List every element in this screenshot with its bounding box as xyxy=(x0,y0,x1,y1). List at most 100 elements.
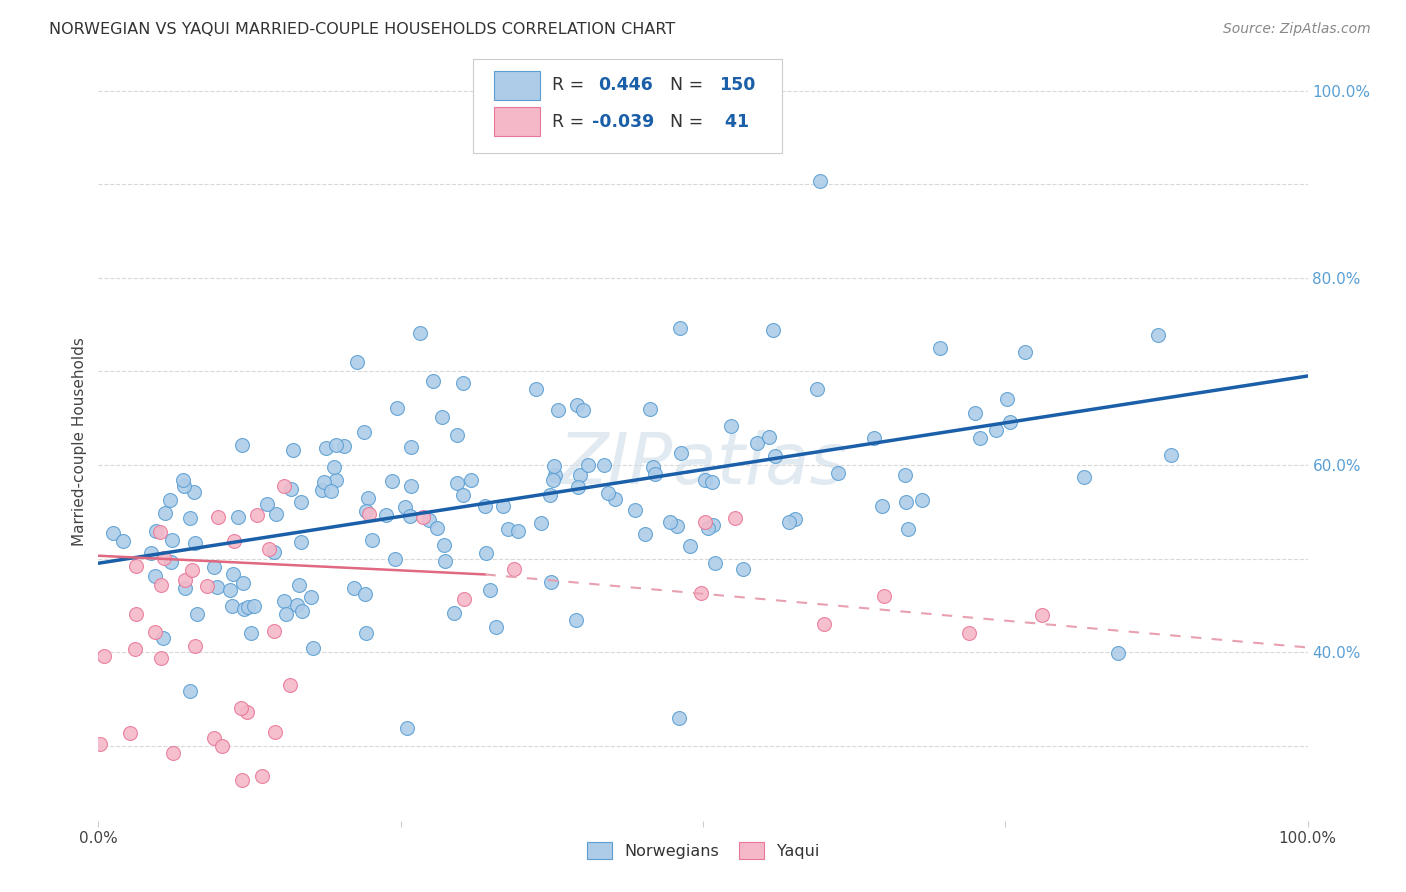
Point xyxy=(381,475,404,489)
Point xyxy=(911,493,934,508)
Point xyxy=(211,739,233,754)
Point xyxy=(524,382,547,396)
Point xyxy=(207,509,229,524)
Point xyxy=(280,678,302,692)
Point xyxy=(475,546,498,560)
Point xyxy=(183,536,205,550)
Point xyxy=(446,428,468,442)
Point xyxy=(678,540,700,554)
Point xyxy=(1147,327,1170,342)
Point xyxy=(700,475,723,489)
Point xyxy=(153,506,176,520)
Point xyxy=(356,491,378,505)
Point xyxy=(89,737,111,751)
Point xyxy=(432,410,454,425)
Point xyxy=(446,475,468,490)
Point xyxy=(281,442,304,457)
Point xyxy=(957,626,980,640)
Point xyxy=(541,473,564,487)
Point xyxy=(572,403,595,417)
Text: 0.446: 0.446 xyxy=(598,76,652,95)
Point xyxy=(186,607,208,622)
Point xyxy=(1107,646,1129,660)
Point xyxy=(343,581,366,595)
Point xyxy=(396,721,419,735)
Point xyxy=(538,488,561,502)
Point xyxy=(353,425,375,440)
Point xyxy=(485,620,508,634)
Point xyxy=(969,432,991,446)
Text: N =: N = xyxy=(671,112,709,130)
Point xyxy=(666,519,689,533)
Point xyxy=(998,415,1021,429)
Point xyxy=(394,500,416,515)
Point xyxy=(243,599,266,613)
Point xyxy=(226,510,249,524)
Point xyxy=(125,558,148,573)
Point xyxy=(668,711,690,725)
Point xyxy=(291,604,314,618)
Point xyxy=(624,503,647,517)
Point xyxy=(111,533,134,548)
Point xyxy=(547,402,569,417)
Point xyxy=(696,521,718,535)
Point xyxy=(863,431,886,445)
Point xyxy=(231,772,253,787)
Point xyxy=(460,474,482,488)
Point xyxy=(162,746,184,760)
Point xyxy=(873,589,896,603)
Point xyxy=(263,545,285,559)
Point xyxy=(434,554,457,568)
Point xyxy=(806,382,828,396)
Point xyxy=(357,507,380,521)
Point xyxy=(479,583,502,598)
Point xyxy=(492,499,515,513)
Point xyxy=(311,483,333,497)
Point xyxy=(530,516,553,531)
Point xyxy=(263,725,285,739)
Point xyxy=(118,726,141,740)
Point xyxy=(426,521,449,535)
Point xyxy=(219,583,242,598)
Point xyxy=(578,458,600,473)
Point xyxy=(783,512,806,526)
Point xyxy=(928,341,950,355)
Point xyxy=(731,561,754,575)
Point xyxy=(205,580,228,594)
Point xyxy=(273,479,295,493)
Point xyxy=(273,593,295,607)
Point xyxy=(288,578,311,592)
Point xyxy=(508,524,530,538)
Point xyxy=(149,524,172,539)
Point xyxy=(401,479,423,493)
Point xyxy=(149,651,172,665)
Point xyxy=(346,354,368,368)
Y-axis label: Married-couple Households: Married-couple Households xyxy=(72,337,87,546)
Point xyxy=(222,534,245,549)
Point xyxy=(233,602,256,616)
Legend: Norwegians, Yaqui: Norwegians, Yaqui xyxy=(581,836,825,866)
Point xyxy=(280,482,302,496)
Point xyxy=(564,613,586,627)
Point xyxy=(152,632,174,646)
Point xyxy=(658,515,681,529)
Point xyxy=(1073,470,1095,484)
Text: R =: R = xyxy=(551,112,589,130)
Point xyxy=(409,326,432,341)
Point xyxy=(172,473,194,487)
Point xyxy=(183,485,205,500)
Point xyxy=(1160,449,1182,463)
Point xyxy=(762,323,785,337)
Point xyxy=(150,578,173,592)
Point xyxy=(361,533,384,547)
Point xyxy=(353,587,375,601)
Point xyxy=(124,642,146,657)
Point xyxy=(870,500,893,514)
Point xyxy=(231,437,253,451)
Point xyxy=(180,563,202,577)
Text: R =: R = xyxy=(551,76,589,95)
Point xyxy=(399,440,422,454)
Point xyxy=(567,480,589,494)
Point xyxy=(325,473,347,487)
Point xyxy=(432,538,454,552)
